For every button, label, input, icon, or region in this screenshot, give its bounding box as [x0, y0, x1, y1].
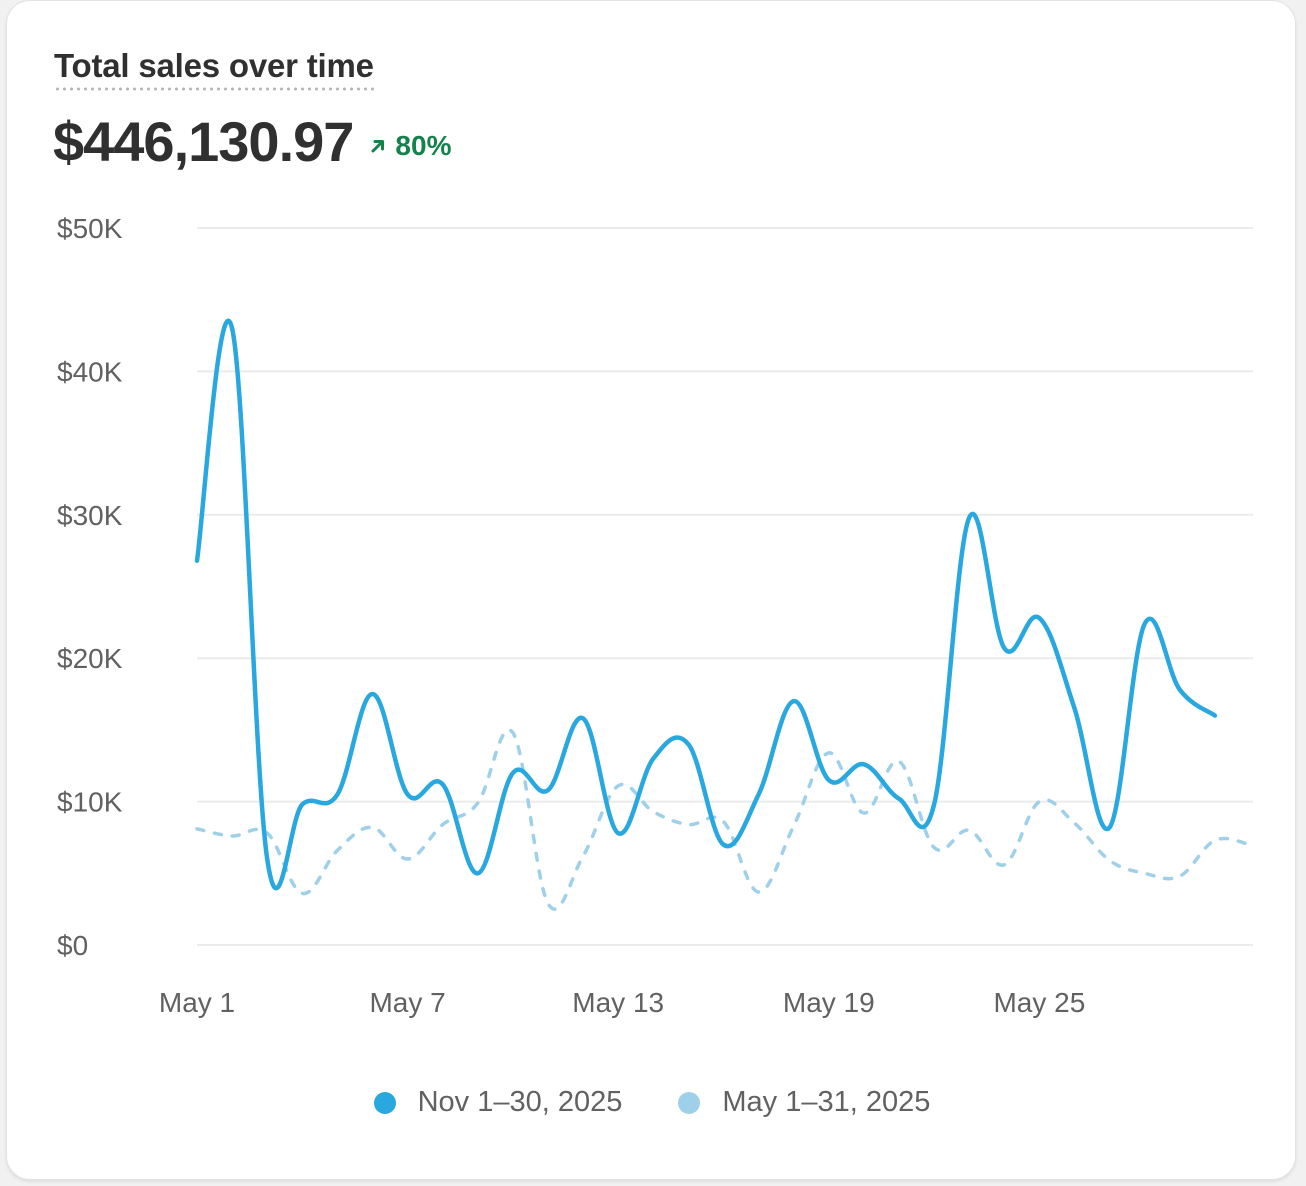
- y-tick-label: $20K: [57, 643, 123, 674]
- sales-card: Total sales over time $446,130.97 80% $0…: [6, 0, 1296, 1180]
- legend-item-previous[interactable]: May 1–31, 2025: [678, 1086, 930, 1119]
- y-tick-label: $10K: [57, 787, 123, 818]
- legend-item-current[interactable]: Nov 1–30, 2025: [373, 1086, 623, 1119]
- arrow-up-right-icon: [371, 139, 385, 152]
- chart-legend: Nov 1–30, 2025 May 1–31, 2025: [7, 1086, 1295, 1119]
- card-title[interactable]: Total sales over time: [54, 47, 374, 91]
- change-badge: 80%: [369, 130, 451, 162]
- total-row: $446,130.97 80%: [53, 109, 451, 174]
- x-tick-label: May 13: [572, 987, 664, 1018]
- legend-label-previous: May 1–31, 2025: [722, 1086, 931, 1118]
- y-tick-label: $40K: [57, 356, 123, 387]
- y-tick-label: $0: [57, 930, 88, 961]
- y-tick-label: $30K: [57, 500, 123, 531]
- x-tick-label: May 25: [993, 987, 1085, 1018]
- series-line-previous: [195, 728, 1252, 911]
- legend-label-current: Nov 1–30, 2025: [417, 1086, 623, 1118]
- legend-dot-icon: [373, 1091, 396, 1114]
- x-tick-label: May 1: [159, 987, 235, 1018]
- total-sales-value: $446,130.97: [53, 110, 354, 173]
- x-tick-label: May 19: [783, 987, 875, 1018]
- sales-line-chart[interactable]: $0 $10K $20K $30K $40K $50K May 1 May 7 May 13 Ma…: [7, 1, 1296, 1061]
- series-line-current: [194, 318, 1218, 891]
- y-tick-label: $50K: [57, 213, 123, 244]
- legend-dot-icon: [678, 1091, 701, 1114]
- change-percent: 80%: [395, 129, 452, 161]
- x-tick-label: May 7: [369, 987, 445, 1018]
